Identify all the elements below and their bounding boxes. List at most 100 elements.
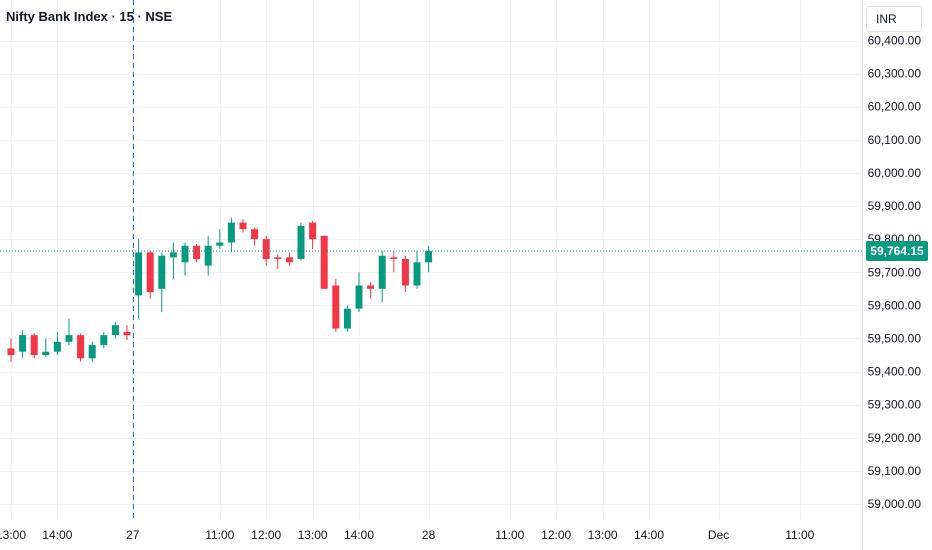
candle-body	[111, 325, 119, 336]
candle	[425, 245, 433, 273]
candle	[42, 338, 50, 357]
candle	[413, 250, 421, 289]
time-tick-label: 12:00	[541, 528, 571, 542]
candle-body	[251, 229, 259, 240]
price-tick-label: 60,000.00	[868, 166, 922, 180]
time-tick-label: 28	[422, 528, 436, 542]
candle-body	[42, 351, 50, 356]
candle-body	[378, 255, 386, 289]
candle	[65, 318, 73, 346]
candle	[146, 250, 154, 299]
candle	[274, 254, 282, 269]
candle-body	[309, 222, 317, 240]
price-tick-label: 60,400.00	[868, 34, 922, 48]
candle	[227, 217, 235, 253]
candle	[367, 282, 375, 299]
candle	[88, 341, 96, 362]
grid-lines	[0, 0, 862, 520]
candle-body	[65, 335, 73, 342]
chart-title: Nifty Bank Index · 15 · NSE	[6, 9, 173, 24]
time-tick-label: 14:00	[42, 528, 72, 542]
time-tick-label: 14:00	[344, 528, 374, 542]
candle	[158, 252, 166, 312]
time-tick-label: 14:00	[634, 528, 664, 542]
candle	[216, 229, 224, 250]
candle	[332, 278, 340, 332]
candle	[262, 235, 270, 266]
candle	[53, 331, 61, 356]
time-tick-label: 13:00	[588, 528, 618, 542]
time-tick-label: 11:00	[495, 528, 524, 542]
price-tick-label: 59,000.00	[868, 497, 922, 511]
candle-body	[146, 252, 154, 293]
candle-body	[355, 285, 363, 309]
candle-body	[367, 285, 375, 289]
time-tick-label: 12:00	[251, 528, 281, 542]
candle-body	[262, 239, 270, 260]
candle-body	[239, 222, 247, 230]
candle	[401, 255, 409, 293]
time-tick-label: 11:00	[785, 528, 814, 542]
last-price-tag-background	[866, 241, 928, 262]
time-tick-label: Dec	[708, 528, 729, 542]
candles	[7, 217, 433, 362]
price-tick-label: 60,300.00	[868, 67, 922, 81]
candle	[251, 227, 259, 246]
candle-body	[216, 242, 224, 246]
candle-body	[343, 308, 351, 329]
time-tick-label: 13:00	[298, 528, 328, 542]
candle-body	[181, 245, 189, 263]
price-tick-label: 59,300.00	[868, 398, 922, 412]
candle-body	[401, 259, 409, 286]
price-tick-label: 59,400.00	[868, 365, 922, 379]
price-tick-label: 59,100.00	[868, 464, 922, 478]
candle	[135, 239, 143, 319]
time-tick-label: 27	[126, 528, 140, 542]
candle-body	[19, 335, 27, 352]
price-tick-label: 60,100.00	[868, 133, 922, 147]
candle	[355, 272, 363, 312]
candle-body	[320, 235, 328, 289]
time-tick-label: 11:00	[205, 528, 234, 542]
candle	[343, 305, 351, 332]
candle-body	[123, 331, 131, 336]
candle-body	[169, 252, 177, 258]
candle-body	[158, 255, 166, 289]
price-tick-label: 59,500.00	[868, 331, 922, 345]
candle	[297, 222, 305, 261]
candle-body	[88, 345, 96, 359]
candle-body	[274, 257, 282, 260]
candle	[309, 220, 317, 250]
candle-body	[390, 257, 398, 260]
time-tick-label: 13:00	[0, 528, 26, 542]
candle-body	[413, 262, 421, 286]
candle	[30, 333, 38, 359]
candle-body	[135, 252, 143, 296]
last-price-label: 59,764.15	[870, 244, 924, 258]
candle-body	[204, 245, 212, 266]
price-tick-label: 59,200.00	[868, 431, 922, 445]
candle	[285, 252, 293, 266]
time-axis[interactable]: 13:00 14:00 27 11:00 12:00 13:00 14:00 28 11:00 1…	[0, 528, 815, 542]
candle	[77, 333, 85, 362]
last-price-tag: 59,764.15	[866, 241, 928, 262]
candle	[239, 219, 247, 233]
candle-body	[193, 245, 201, 260]
candle	[19, 330, 27, 359]
candle	[111, 321, 119, 339]
candle	[193, 244, 201, 263]
candle	[123, 325, 131, 341]
candle-body	[425, 251, 433, 263]
candle-body	[53, 341, 61, 352]
currency-selector[interactable]: INR	[866, 6, 922, 32]
candle-body	[7, 348, 15, 356]
candle	[7, 338, 15, 362]
candle	[169, 242, 177, 279]
candle-body	[30, 335, 38, 356]
candle-body	[297, 225, 305, 260]
candle	[181, 242, 189, 276]
price-axis[interactable]: 59,000.00 59,100.00 59,200.00 59,300.00 59,4…	[868, 34, 922, 512]
candle	[378, 250, 386, 303]
candle	[204, 235, 212, 276]
